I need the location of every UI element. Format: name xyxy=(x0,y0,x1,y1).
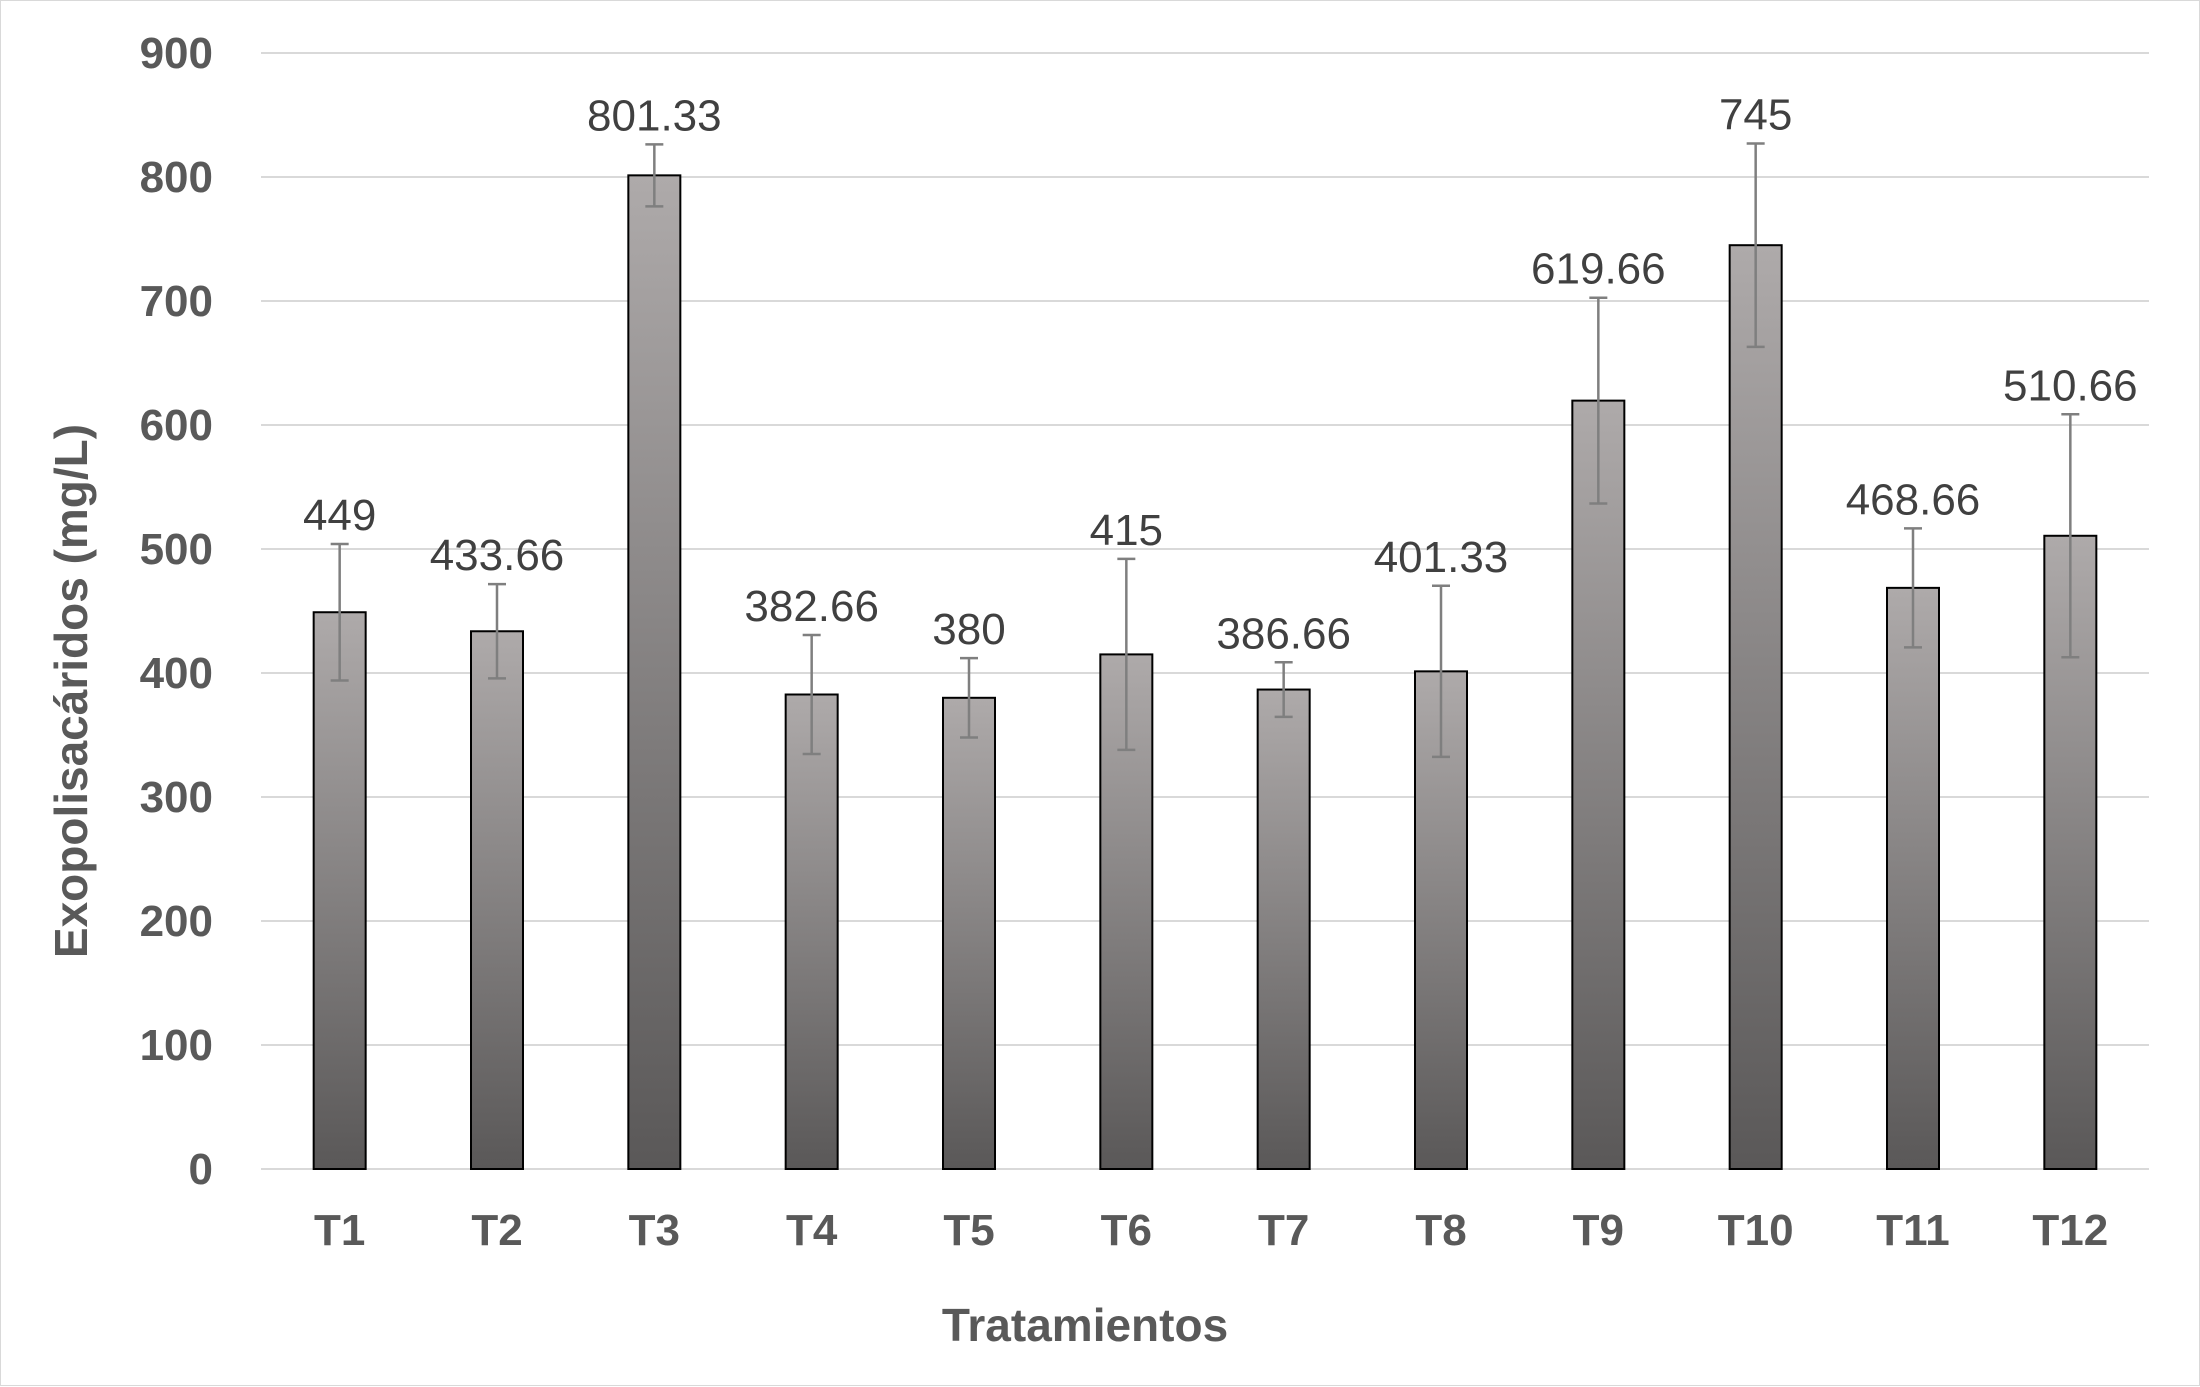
x-tick-label: T3 xyxy=(629,1206,680,1255)
error-bar-T10 xyxy=(1746,142,1765,349)
y-tick-label: 100 xyxy=(140,1021,213,1070)
bar-T3 xyxy=(627,174,682,1170)
y-tick-label: 0 xyxy=(189,1145,213,1194)
error-bar-T7 xyxy=(1274,661,1293,719)
y-tick-label: 200 xyxy=(140,897,213,946)
bars xyxy=(312,174,2098,1171)
y-tick-label: 500 xyxy=(140,525,213,574)
x-tick-label: T10 xyxy=(1718,1206,1794,1255)
data-label-T11: 468.66 xyxy=(1846,475,1981,524)
error-bar-T6 xyxy=(1117,557,1136,752)
x-tick-label: T4 xyxy=(786,1206,838,1255)
data-label-T8: 401.33 xyxy=(1374,533,1509,582)
x-axis-title: Tratamientos xyxy=(942,1299,1228,1351)
y-tick-label: 700 xyxy=(140,277,213,326)
data-label-T9: 619.66 xyxy=(1531,245,1666,294)
error-bar-T11 xyxy=(1904,527,1922,649)
data-label-T10: 745 xyxy=(1719,91,1792,140)
y-tick-label: 800 xyxy=(140,153,213,202)
error-bars xyxy=(330,142,2080,759)
error-bar-T3 xyxy=(645,143,664,208)
x-tick-label: T8 xyxy=(1415,1206,1466,1255)
x-tick-label: T6 xyxy=(1101,1206,1152,1255)
data-label-T1: 449 xyxy=(303,491,376,540)
bar-T5 xyxy=(942,696,996,1170)
bar-T4 xyxy=(784,693,839,1170)
bar-T1 xyxy=(312,611,367,1170)
error-bar-T1 xyxy=(330,542,349,682)
error-bar-T8 xyxy=(1432,584,1450,759)
error-bar-T2 xyxy=(488,582,506,680)
data-label-T6: 415 xyxy=(1090,506,1163,555)
y-axis-ticks: 0 100 200 300 400 500 600 700 800 900 xyxy=(140,29,213,1194)
x-axis-ticks: T1 T2 T3 T4 T5 T6 T7 T8 T9 T10 T11 T12 xyxy=(314,1206,2108,1255)
x-tick-label: T11 xyxy=(1876,1206,1949,1255)
y-tick-label: 900 xyxy=(140,29,213,78)
y-tick-label: 400 xyxy=(140,649,213,698)
x-tick-label: T2 xyxy=(471,1206,522,1255)
data-label-T5: 380 xyxy=(932,605,1005,654)
error-bar-T4 xyxy=(802,633,821,756)
x-tick-label: T5 xyxy=(943,1206,994,1255)
error-bar-T12 xyxy=(2061,413,2080,659)
bar-T9 xyxy=(1571,399,1626,1171)
error-bar-T9 xyxy=(1589,296,1608,505)
error-bar-T5 xyxy=(960,656,978,739)
y-axis-title: Exopolisacáridos (mg/L) xyxy=(45,424,97,958)
data-labels: 449 433.66 801.33 382.66 380 415 386.66 401.33 6… xyxy=(303,91,2138,659)
data-label-T7: 386.66 xyxy=(1216,609,1351,658)
y-tick-label: 600 xyxy=(140,401,213,450)
gridlines xyxy=(261,52,2149,1170)
bar-T10 xyxy=(1728,244,1783,1170)
data-label-T4: 382.66 xyxy=(744,582,879,631)
bar-T11 xyxy=(1886,586,1940,1170)
y-tick-label: 300 xyxy=(140,773,213,822)
x-tick-label: T1 xyxy=(314,1206,365,1255)
data-label-T12: 510.66 xyxy=(2003,361,2138,410)
x-tick-label: T9 xyxy=(1573,1206,1624,1255)
x-tick-label: T12 xyxy=(2032,1206,2108,1255)
x-tick-label: T7 xyxy=(1258,1206,1309,1255)
data-label-T2: 433.66 xyxy=(430,531,565,580)
bar-T8 xyxy=(1414,670,1468,1171)
bar-T2 xyxy=(470,630,524,1170)
data-label-T3: 801.33 xyxy=(587,91,722,140)
bar-T7 xyxy=(1256,688,1311,1171)
